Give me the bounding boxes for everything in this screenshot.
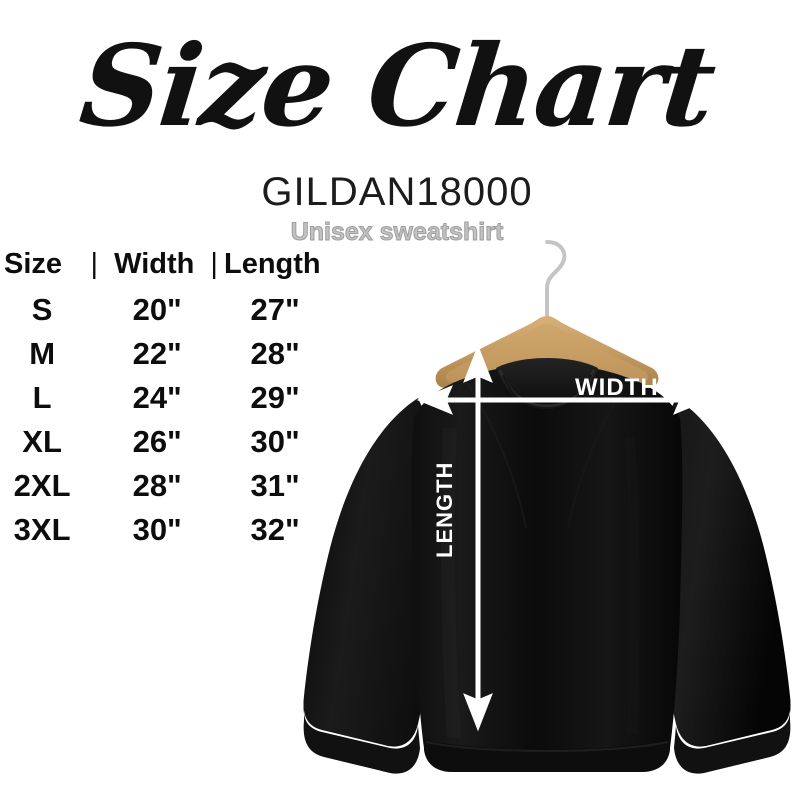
cell-size: XL: [22, 424, 62, 459]
cell-width: 30": [132, 512, 182, 547]
header-length: Length: [223, 248, 321, 280]
cell-size: 3XL: [13, 512, 71, 547]
table-row: S 20" 27": [0, 292, 320, 336]
cell-width: 28": [132, 468, 182, 503]
cell-length: 32": [250, 512, 300, 547]
cell-width: 20": [132, 292, 182, 327]
cell-length: 27": [250, 292, 300, 327]
arrow-head-left: [416, 385, 453, 415]
cell-size: M: [29, 336, 56, 371]
cell-size: S: [31, 292, 53, 327]
table-row: M 22" 28": [0, 336, 320, 380]
cell-length: 29": [250, 380, 300, 415]
arrow-head-up: [463, 344, 493, 383]
measurement-arrows: [416, 344, 710, 732]
table-header-row: Size | Width | Length: [0, 248, 321, 292]
cell-length: 31": [250, 468, 300, 503]
product-description: Unisex sweatshirt: [290, 218, 504, 247]
cell-size: 2XL: [13, 468, 71, 503]
header-size: Size: [4, 248, 63, 280]
cell-width: 24": [132, 380, 182, 415]
size-table: Size | Width | Length S 20" 27" M 22" 28…: [0, 248, 321, 556]
wooden-hanger-icon: [435, 316, 659, 388]
width-measurement-label: WIDTH: [575, 374, 659, 401]
arrow-head-right: [673, 385, 710, 415]
table-row: L 24" 29": [0, 380, 320, 424]
page-title: Size Chart: [74, 21, 720, 152]
table-row: XL 26" 30": [0, 424, 320, 468]
length-measurement-label: LENGTH: [432, 461, 457, 558]
table-row: 3XL 30" 32": [0, 512, 320, 556]
cell-length: 28": [250, 336, 300, 371]
cell-width: 22": [132, 336, 182, 371]
hanger-hook-icon: [545, 240, 567, 322]
header-separator-1: |: [90, 248, 99, 280]
table-row: 2XL 28" 31": [0, 468, 320, 512]
arrow-head-down: [463, 693, 493, 732]
sweatshirt-body: [303, 358, 791, 774]
cell-size: L: [32, 380, 52, 415]
header-width: Width: [114, 248, 195, 280]
sweatshirt-illustration: WIDTH LENGTH: [300, 228, 794, 794]
product-code: GILDAN18000: [261, 170, 533, 214]
header-separator-2: |: [210, 248, 218, 280]
cell-width: 26": [132, 424, 182, 459]
cell-length: 30": [250, 424, 300, 459]
